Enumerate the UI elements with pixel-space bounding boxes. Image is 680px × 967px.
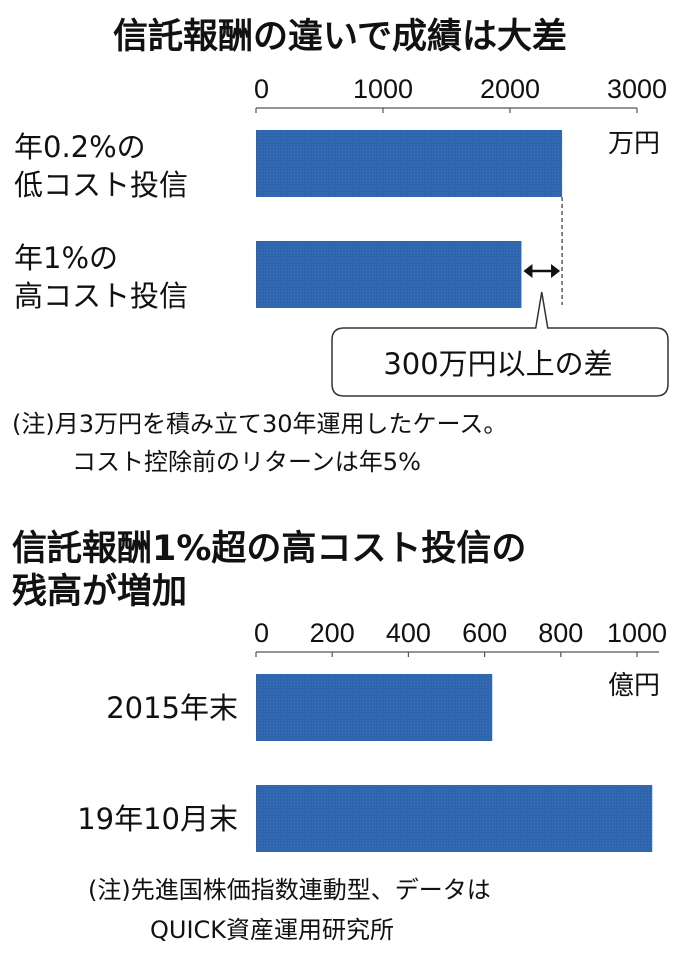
chart1-category-label: 高コスト投信 — [14, 279, 188, 313]
difference-arrow-icon — [523, 264, 561, 278]
chart1-category-label: 低コスト投信 — [14, 168, 188, 202]
chart1-title: 信託報酬の違いで成績は大差 — [113, 17, 567, 57]
chart2-title: 信託報酬1%超の高コスト投信の — [12, 529, 526, 569]
tick-label: 600 — [462, 618, 507, 648]
chart2-note: (注)先進国株価指数連動型、データは — [88, 876, 491, 904]
callout-box — [331, 291, 669, 397]
tick-label: 400 — [386, 618, 431, 648]
chart1-note: (注)月3万円を積み立て30年運用したケース。 — [12, 410, 507, 438]
chart2-category-label: 19年10月末 — [77, 802, 238, 836]
tick-label: 2000 — [480, 74, 540, 104]
chart2-title: 残高が増加 — [12, 572, 187, 612]
chart2-category-label: 2015年末 — [106, 691, 238, 725]
bar — [256, 674, 493, 741]
tick-label: 0 — [254, 618, 269, 648]
tick-label: 200 — [310, 618, 355, 648]
chart2-note: QUICK資産運用研究所 — [150, 916, 394, 944]
bar — [256, 785, 653, 852]
chart1-note: コスト控除前のリターンは年5% — [72, 448, 421, 476]
chart1-category-label: 年0.2%の — [14, 130, 146, 164]
bar — [256, 241, 522, 308]
tick-label: 800 — [538, 618, 583, 648]
tick-label: 1000 — [607, 618, 667, 648]
chart1-unit: 万円 — [608, 129, 660, 159]
tick-label: 1000 — [353, 74, 413, 104]
tick-label: 0 — [254, 74, 269, 104]
chart1-category-label: 年1%の — [14, 241, 118, 275]
bar — [256, 130, 563, 197]
tick-label: 3000 — [607, 74, 667, 104]
callout-text: 300万円以上の差 — [383, 347, 612, 381]
chart2-unit: 億円 — [608, 671, 660, 701]
